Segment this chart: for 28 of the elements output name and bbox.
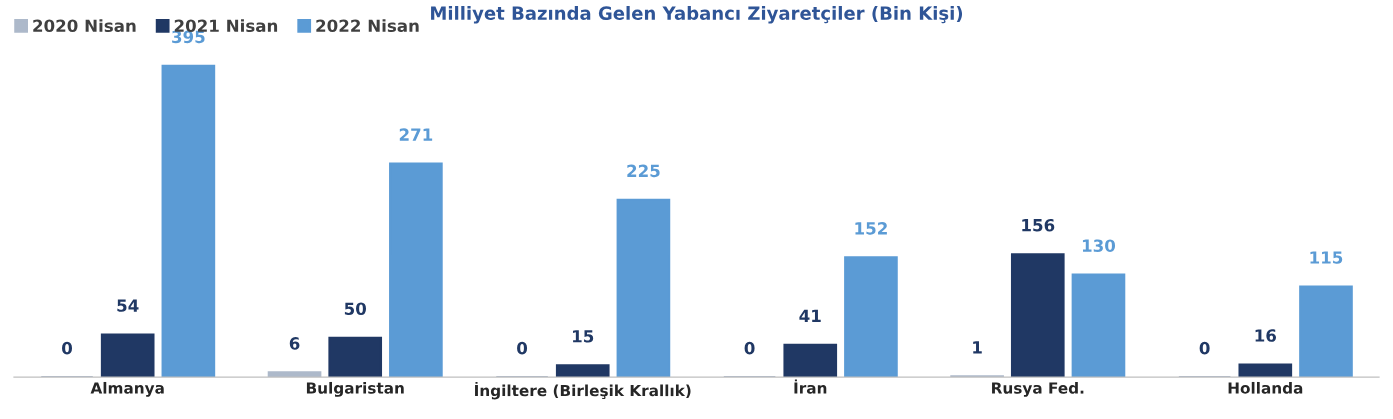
data-label: 54 [117,299,139,312]
x-tick-label: Rusya Fed. [992,381,1084,397]
x-tick-label: İngiltere (Birleşik Krallık) [475,381,691,400]
x-tick-label: İran [794,379,827,394]
legend-label: 2022 Nisan [316,19,419,33]
data-label: 50 [344,302,367,316]
data-label: 6 [289,337,300,350]
data-label: 0 [62,341,73,355]
data-label: 0 [744,341,755,355]
data-label: 41 [799,309,821,322]
data-label: 271 [399,128,433,141]
x-tick-label: Hollanda [1228,381,1303,394]
legend-label: 2021 Nisan [174,19,278,33]
data-label: 0 [517,341,528,355]
data-label: 0 [1199,341,1210,355]
data-label: 115 [1310,251,1343,264]
chart-title: Milliyet Bazında Gelen Yabancı Ziyaretçiler (Bin Kişi) [431,6,963,24]
data-label: 130 [1082,239,1116,252]
data-label: 225 [627,164,660,178]
data-label: 15 [573,330,594,343]
legend-label: 2020 Nisan [33,19,136,33]
data-label: 16 [1255,329,1277,342]
data-label: 152 [855,222,887,235]
data-label: 156 [1022,218,1055,232]
x-tick-label: Almanya [90,381,164,397]
data-label: 1 [973,341,982,354]
x-tick-label: Bulgaristan [306,381,404,397]
data-label: 395 [172,30,205,44]
